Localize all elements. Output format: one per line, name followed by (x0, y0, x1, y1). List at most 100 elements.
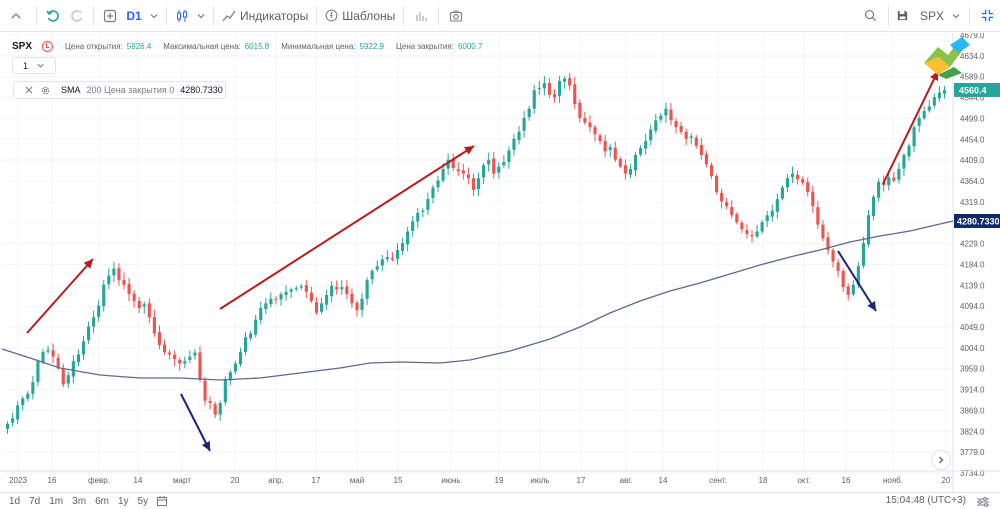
range-1m[interactable]: 1m (49, 495, 64, 507)
indicators-button[interactable]: Индикаторы (218, 0, 312, 32)
trend-arrow-head (463, 146, 474, 155)
candle-body (299, 286, 303, 288)
low-value: 5922.9 (359, 41, 384, 51)
ohlc-infobar: SPX Цена открытия: 5926.4 Максимальная ц… (12, 38, 490, 54)
candle-body (5, 423, 10, 429)
collapse-toolbar-button[interactable] (0, 0, 32, 32)
candle-body (745, 230, 749, 234)
candle-body (117, 268, 121, 281)
candle-body (198, 352, 202, 380)
candle-body (547, 83, 552, 95)
range-6m[interactable]: 6m (95, 495, 109, 507)
range-3m[interactable]: 3m (72, 495, 87, 507)
candle-body (897, 168, 901, 180)
candle-body (639, 148, 643, 155)
candle-body (775, 199, 779, 212)
candle-body (400, 243, 405, 251)
price-tick-label: 3959.0 (960, 365, 985, 374)
toolbar-divider (36, 5, 37, 26)
time-tick-label: 18 (759, 476, 768, 485)
time-tick-label: 15 (394, 476, 403, 485)
time-tick-label: март (173, 476, 191, 485)
candle-body (578, 102, 582, 118)
close-icon[interactable] (24, 85, 34, 95)
candle-body (821, 224, 825, 239)
candle-body (335, 286, 339, 290)
range-1y[interactable]: 1y (117, 495, 129, 507)
candle-body (851, 284, 855, 295)
gear-icon[interactable] (40, 85, 51, 96)
candle-body (836, 262, 840, 271)
bottom-toolbar: 1d 7d 1m 3m 6m 1y 5y 15:04:48 (UTC+3) (0, 492, 1000, 509)
candle-body (644, 141, 648, 149)
candle-body (725, 202, 729, 207)
candle-body (11, 418, 15, 423)
candle-body (866, 215, 871, 245)
candle-body (669, 109, 673, 121)
candle-body (426, 199, 430, 211)
candle-body (350, 293, 354, 304)
price-tick-label: 4364.0 (960, 177, 985, 186)
candle-body (502, 161, 506, 166)
candle-body (770, 210, 774, 217)
calendar-icon[interactable] (156, 495, 168, 507)
save-layout-button[interactable] (893, 0, 913, 32)
candle-body (304, 285, 308, 292)
candle-body (532, 90, 536, 109)
candle-body (801, 179, 805, 183)
price-tick-label: 3914.0 (960, 386, 985, 395)
fullscreen-button[interactable] (974, 0, 1000, 32)
candle-body (86, 326, 91, 341)
trend-arrow-shaft (180, 393, 211, 452)
candle-body (340, 287, 344, 290)
timeframe-button[interactable]: D1 (122, 0, 146, 32)
templates-label: Шаблоны (342, 8, 396, 23)
chart-type-button[interactable] (171, 0, 193, 32)
templates-button[interactable]: Шаблоны (321, 0, 399, 32)
range-1d[interactable]: 1d (9, 495, 21, 507)
symbol-button[interactable]: SPX (913, 0, 947, 32)
candle-body (760, 222, 764, 232)
candle-body (796, 174, 800, 180)
candle-body (816, 207, 820, 225)
chevron-down-icon (37, 63, 44, 68)
time-axis: 2023 16 февр. 14 март 20 апр. 17 май 15 июнь 19 июль… (0, 470, 1000, 485)
chevron-down-icon (197, 13, 205, 18)
pane-selector[interactable]: 1 (12, 57, 56, 74)
candle-body (730, 207, 734, 216)
symbol-search-button[interactable] (858, 0, 884, 32)
candle-body (81, 341, 86, 355)
price-tick-label: 4589.0 (960, 73, 985, 82)
toolbar-divider (213, 5, 214, 26)
symbol-dropdown[interactable] (947, 0, 965, 32)
candle-body (162, 344, 167, 353)
candle-body (831, 250, 835, 262)
undo-button[interactable] (41, 0, 65, 32)
settings-icon[interactable] (976, 496, 990, 508)
candle-body (466, 174, 470, 179)
candle-body (243, 337, 248, 352)
price-axis-bg (953, 33, 1000, 492)
range-7d[interactable]: 7d (29, 495, 41, 507)
candle-body (461, 170, 465, 174)
chart-type-dropdown[interactable] (193, 0, 209, 32)
price-chart[interactable]: 4679.0 4634.0 4589.0 4544.0 4499.0 4454.0 4409… (0, 33, 1000, 492)
open-label: Цена открытия: (65, 41, 123, 51)
save-icon (898, 10, 908, 21)
redo-button[interactable] (65, 0, 89, 32)
compare-add-button[interactable] (98, 0, 122, 32)
symbol-label: SPX (919, 8, 944, 23)
screenshot-button[interactable] (443, 0, 469, 32)
candle-body (411, 221, 415, 231)
undo-icon (46, 9, 59, 22)
range-5y[interactable]: 5y (137, 495, 149, 507)
trend-arrow-shaft (219, 145, 475, 310)
scroll-to-realtime-button[interactable] (931, 450, 951, 470)
candle-body (806, 182, 810, 193)
bar-style-button[interactable] (408, 0, 434, 32)
candle-body (269, 298, 273, 305)
candle-body (122, 279, 126, 285)
open-value: 5926.4 (126, 41, 152, 51)
time-tick-label: июль (530, 476, 549, 485)
timeframe-dropdown[interactable] (146, 0, 162, 32)
